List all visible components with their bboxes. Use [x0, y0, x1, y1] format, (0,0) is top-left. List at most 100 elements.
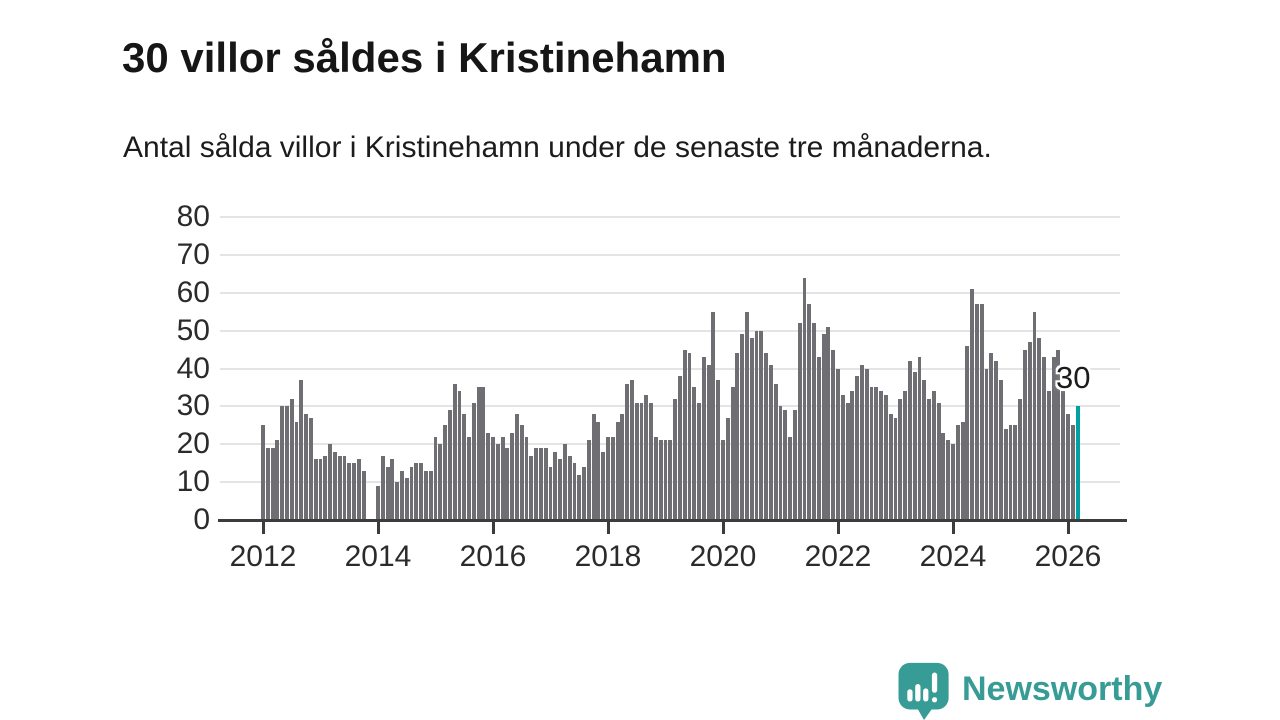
- bar-month: [481, 387, 486, 520]
- bar-month: [965, 345, 970, 520]
- bar-month: [927, 398, 931, 520]
- brand-name: Newsworthy: [962, 669, 1163, 708]
- bar-month: [792, 410, 797, 520]
- bar-month: [534, 448, 539, 520]
- x-axis-tick: [951, 521, 955, 534]
- bar-month: [979, 304, 984, 520]
- bar-month: [994, 360, 999, 520]
- bar-month: [529, 455, 534, 520]
- x-axis-tick-label: 2022: [804, 540, 872, 573]
- bar-month: [323, 455, 328, 520]
- y-axis-tick-label: 60: [176, 275, 210, 309]
- bar-month: [562, 444, 567, 520]
- bar-month: [1042, 357, 1046, 520]
- bar-month: [500, 436, 505, 520]
- bar-month: [955, 425, 960, 520]
- bar-month: [888, 413, 893, 520]
- bar-month: [538, 448, 543, 520]
- bar-month-highlight: [1075, 406, 1080, 520]
- bar-month: [869, 387, 874, 520]
- bar-month: [601, 451, 606, 520]
- bar-month: [390, 459, 395, 520]
- bar-month: [409, 466, 414, 520]
- bar-month: [826, 326, 831, 520]
- bar-month: [342, 455, 347, 520]
- bar-month: [270, 448, 275, 520]
- x-axis-tick-label: 2016: [459, 540, 527, 573]
- bar-month: [725, 417, 730, 520]
- bar-month: [294, 421, 299, 520]
- bar-month: [917, 357, 922, 520]
- bar-month: [524, 436, 529, 520]
- bar-month: [821, 334, 826, 520]
- bar-month: [567, 455, 572, 520]
- bar-month: [352, 463, 356, 520]
- bar-month: [289, 398, 294, 520]
- bar-month: [332, 451, 337, 520]
- bar-month: [836, 368, 840, 520]
- bar-month: [759, 330, 764, 520]
- bar-month: [318, 459, 323, 520]
- y-axis-tick-label: 50: [176, 313, 210, 347]
- bar-month: [265, 448, 270, 520]
- bar-month: [543, 448, 548, 520]
- bar-month: [491, 436, 495, 520]
- gridline-y40: [220, 367, 1120, 370]
- bar-month: [376, 485, 380, 520]
- bar-month: [634, 402, 639, 520]
- x-axis-tick: [491, 521, 495, 534]
- x-axis-tick: [261, 521, 265, 534]
- bar-month: [625, 383, 630, 520]
- bar-month: [1022, 349, 1027, 520]
- bar-month: [356, 459, 361, 520]
- bar-month: [812, 323, 816, 520]
- bar-month: [553, 451, 558, 520]
- bar-month: [586, 440, 591, 520]
- bar-month: [1003, 429, 1008, 520]
- bar-month: [304, 413, 309, 520]
- latest-value-label: 30: [1056, 360, 1091, 395]
- x-axis-tick-label: 2024: [919, 540, 987, 573]
- y-axis-tick-label: 10: [176, 465, 210, 499]
- bar-month: [903, 391, 908, 520]
- x-axis-tick-label: 2020: [689, 540, 757, 573]
- bar-month: [845, 402, 850, 520]
- brand-logo: Newsworthy: [897, 662, 1162, 720]
- bar-month: [515, 413, 519, 520]
- bar-month: [716, 379, 721, 520]
- bar-month: [404, 478, 409, 520]
- x-axis-tick: [376, 521, 380, 534]
- bar-month: [505, 448, 510, 520]
- page-title: 30 villor såldes i Kristinehamn: [122, 34, 727, 82]
- bar-month: [620, 413, 625, 520]
- gridline-y30: [220, 405, 1120, 408]
- bar-month: [414, 463, 419, 520]
- bar-month: [380, 455, 385, 520]
- x-axis-tick-label: 2026: [1034, 540, 1102, 573]
- bar-month: [855, 376, 860, 520]
- bar-month: [860, 364, 864, 520]
- chart-subtitle: Antal sålda villor i Kristinehamn under …: [123, 131, 992, 164]
- bar-chart: 0 10 20 30 40 50 60 70 80 2012 2014 2016 2018 2020 202…: [176, 200, 1127, 573]
- gridline-y60: [220, 291, 1120, 294]
- y-axis-tick-label: 20: [176, 427, 210, 461]
- bar-month: [438, 444, 443, 520]
- x-axis-tick-label: 2014: [344, 540, 412, 573]
- bar-month: [606, 436, 610, 520]
- bar-month: [495, 444, 500, 520]
- bar-month: [960, 421, 965, 520]
- bar-month: [893, 417, 898, 520]
- bar-month: [673, 398, 678, 520]
- bar-month: [975, 304, 979, 520]
- y-axis-tick-label: 0: [193, 503, 210, 536]
- bar-month: [423, 470, 428, 520]
- bar-month: [572, 463, 577, 520]
- bar-month: [285, 406, 289, 520]
- bar-month: [462, 413, 467, 520]
- bar-month: [874, 387, 879, 520]
- bar-month: [1027, 341, 1032, 520]
- bar-month: [467, 436, 471, 520]
- bar-month: [328, 444, 333, 520]
- y-axis-tick-label: 80: [176, 200, 210, 233]
- bar-month: [840, 395, 845, 520]
